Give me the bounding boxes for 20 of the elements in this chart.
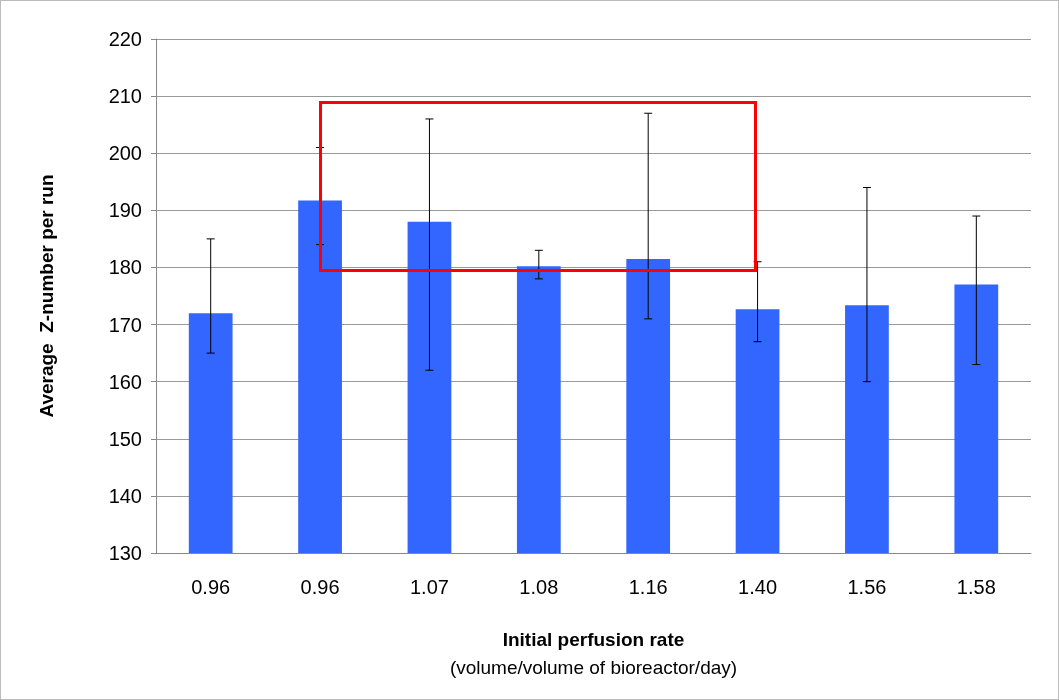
y-tick-label: 190 xyxy=(108,199,142,222)
y-tick-label: 160 xyxy=(108,370,142,393)
x-tick-label: 1.07 xyxy=(409,576,449,598)
x-tick-label: 0.96 xyxy=(191,576,231,598)
y-tick-label: 200 xyxy=(108,142,142,165)
y-tick-label: 180 xyxy=(108,256,142,279)
x-tick-label: 1.56 xyxy=(847,576,887,598)
x-tick-label: 0.96 xyxy=(300,576,340,598)
x-tick-label: 1.16 xyxy=(628,576,668,598)
y-tick-label: 220 xyxy=(108,28,142,50)
y-tick-label: 130 xyxy=(108,542,142,564)
y-tick-label: 140 xyxy=(108,484,142,507)
x-tick-label: 1.40 xyxy=(738,576,778,598)
y-tick-label: 170 xyxy=(108,313,142,336)
y-tick-label: 150 xyxy=(108,427,142,450)
x-axis-title: Initial perfusion rate (volume/volume of bioreactor/day) xyxy=(449,628,738,678)
y-axis-title: Average Z-number per run xyxy=(36,174,57,418)
y-tick-label: 210 xyxy=(108,85,142,108)
x-tick-label: 1.08 xyxy=(519,576,559,598)
x-tick-label: 1.58 xyxy=(956,576,996,598)
